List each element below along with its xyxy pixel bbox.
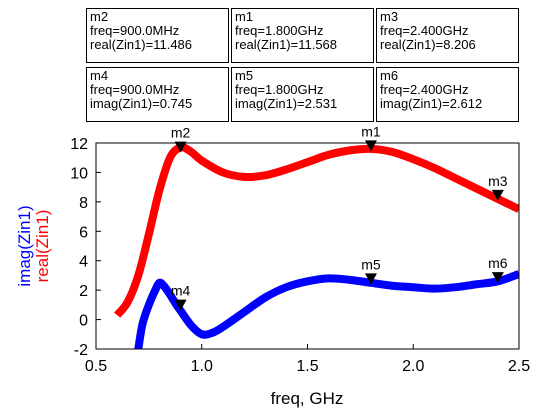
curves-layer [114, 143, 519, 349]
marker-box-m5-value: imag(Zin1)=2.531 [235, 96, 338, 111]
series-line-imag-zin1 [134, 270, 519, 349]
marker-box-m5: m5 freq=1.800GHz imag(Zin1)=2.531 [231, 67, 374, 122]
marker-label-m4: m4 [171, 283, 191, 299]
y-tick-label: -2 [74, 342, 88, 359]
marker-box-m6: m6 freq=2.400GHz imag(Zin1)=2.612 [376, 67, 519, 122]
marker-box-m3-freq: freq=2.400GHz [380, 23, 469, 38]
marker-box-m4: m4 freq=900.0MHz imag(Zin1)=0.745 [86, 67, 229, 122]
marker-box-m6-name: m6 [380, 68, 399, 83]
marker-box-m4-name: m4 [90, 68, 109, 83]
marker-box-m2: m2 freq=900.0MHz real(Zin1)=11.486 [86, 8, 229, 63]
marker-box-m5-name: m5 [235, 68, 254, 83]
marker-label-m2: m2 [171, 125, 191, 141]
markers-layer: m1 m2 m3 m4 m5 m6 [171, 123, 508, 311]
marker-box-m5-freq: freq=1.800GHz [235, 82, 324, 97]
marker-triangle-m3 [491, 189, 504, 201]
marker-triangle-m4 [174, 299, 187, 311]
marker-box-m3-name: m3 [380, 9, 399, 24]
marker-box-m3-value: real(Zin1)=8.206 [380, 37, 476, 52]
marker-triangle-m6 [491, 272, 504, 284]
y-tick-label: 10 [70, 165, 88, 182]
marker-triangle-m5 [364, 273, 377, 285]
y-tick-label: 0 [79, 313, 88, 330]
marker-label-m5: m5 [361, 256, 381, 272]
y-tick-label: 2 [79, 283, 88, 300]
marker-triangle-m1 [364, 140, 377, 152]
y-tick-label: 8 [79, 195, 88, 212]
y-axis-title-real: real(Zin1) [33, 210, 52, 283]
marker-box-m6-value: imag(Zin1)=2.612 [380, 96, 483, 111]
y-tick-label: 6 [79, 224, 88, 241]
marker-label-m3: m3 [488, 173, 508, 189]
marker-box-m2-value: real(Zin1)=11.486 [90, 37, 193, 52]
x-tick-label: 1.5 [296, 358, 318, 375]
x-axis-title: freq, GHz [271, 389, 344, 408]
y-tick-label: 12 [70, 136, 88, 153]
marker-box-m2-freq: freq=900.0MHz [90, 23, 180, 38]
marker-box-m4-freq: freq=900.0MHz [90, 82, 180, 97]
marker-box-m6-freq: freq=2.400GHz [380, 82, 469, 97]
ticks-layer: 0.5 1.0 1.5 2.0 2.5 -2 0 2 4 6 8 10 12 [70, 136, 530, 375]
marker-box-m2-name: m2 [90, 9, 109, 24]
x-tick-label: 2.5 [508, 358, 530, 375]
marker-label-m1: m1 [361, 123, 381, 139]
marker-box-m3: m3 freq=2.400GHz real(Zin1)=8.206 [376, 8, 519, 63]
marker-triangle-m2 [174, 141, 187, 153]
marker-box-m1: m1 freq=1.800GHz real(Zin1)=11.568 [231, 8, 374, 63]
series-line-real-zin1 [114, 143, 519, 318]
marker-label-m6: m6 [488, 255, 508, 271]
marker-box-m1-value: real(Zin1)=11.568 [235, 37, 338, 52]
x-tick-label: 0.5 [85, 358, 107, 375]
y-axis-title-imag: imag(Zin1) [15, 205, 34, 286]
marker-box-m1-name: m1 [235, 9, 254, 24]
x-tick-label: 1.0 [191, 358, 213, 375]
marker-box-m1-freq: freq=1.800GHz [235, 23, 324, 38]
y-tick-label: 4 [79, 254, 88, 271]
marker-box-m4-value: imag(Zin1)=0.745 [90, 96, 193, 111]
x-tick-label: 2.0 [402, 358, 424, 375]
